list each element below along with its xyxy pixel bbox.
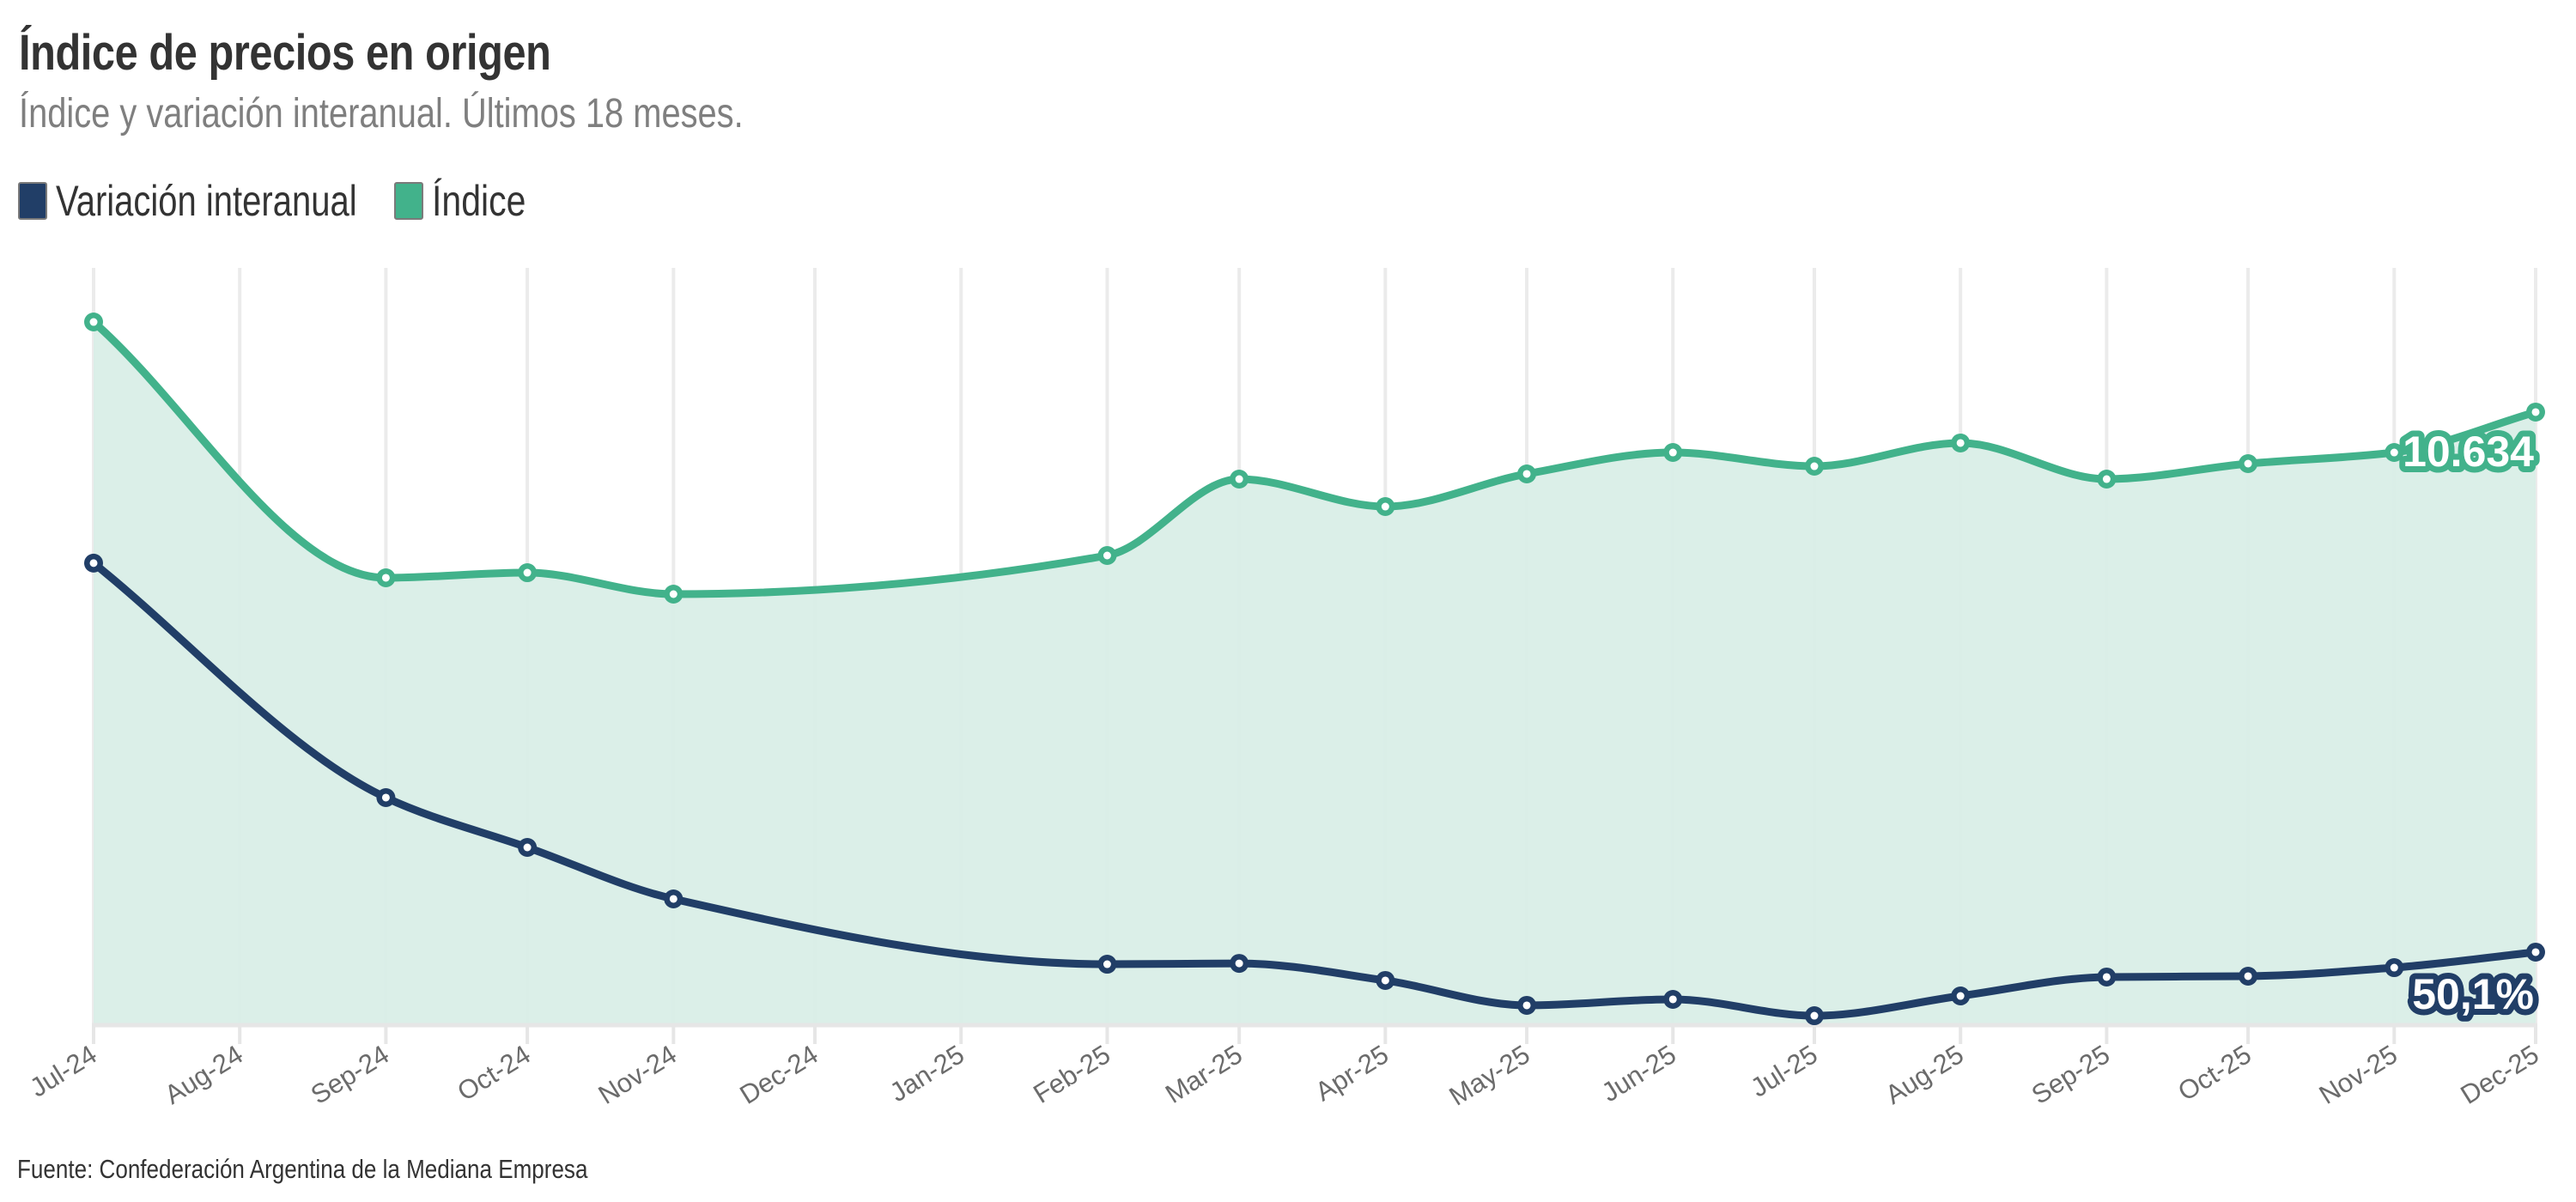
point-center: [1103, 960, 1111, 968]
point-center: [2102, 475, 2111, 483]
x-tick-label: Jun-25: [1596, 1039, 1681, 1108]
x-tick-label: May-25: [1444, 1039, 1535, 1111]
line-chart: 10.634 50,1% Jul-24 Aug-24 Sep-24 Oct-24 Nov-…: [25, 268, 2545, 1112]
x-tick-label: Sep-25: [2026, 1039, 2115, 1110]
legend-label-variacion: Variación interanual: [56, 177, 357, 225]
indice-end-label: 10.634: [2403, 428, 2534, 476]
point-center: [1668, 448, 1677, 457]
point-center: [1668, 995, 1677, 1004]
x-tick-label: Dec-24: [734, 1039, 823, 1110]
point-center: [2244, 972, 2252, 980]
x-tick-label: Jan-25: [884, 1039, 969, 1108]
point-center: [1522, 1001, 1531, 1010]
point-center: [1810, 1011, 1819, 1020]
point-center: [2390, 963, 2398, 972]
point-center: [1810, 462, 1819, 470]
point-center: [2531, 408, 2540, 416]
point-center: [89, 559, 98, 568]
point-center: [2102, 973, 2111, 981]
x-tick-label: Aug-25: [1880, 1039, 1969, 1110]
x-tick-labels: Jul-24 Aug-24 Sep-24 Oct-24 Nov-24 Dec-24 Jan-…: [25, 1039, 2544, 1111]
series-markers: [84, 313, 2545, 1026]
end-labels: 10.634 50,1%: [2397, 422, 2540, 1024]
point-center: [1235, 959, 1243, 968]
point-center: [669, 590, 677, 598]
point-center: [1235, 475, 1243, 483]
x-tick-label: Sep-24: [306, 1039, 394, 1110]
chart-subtitle: Índice y variación interanual. Últimos 1…: [19, 91, 744, 137]
legend-swatch-variacion: [18, 182, 47, 220]
source-note: Fuente: Confederación Argentina de la Me…: [17, 1154, 588, 1184]
point-center: [1522, 470, 1531, 478]
point-center: [1956, 439, 1965, 447]
x-tick-label: Nov-25: [2314, 1039, 2403, 1110]
point-center: [669, 895, 677, 903]
x-tick-label: Jul-25: [1746, 1039, 1823, 1102]
chart-title: Índice de precios en origen: [19, 25, 551, 81]
point-center: [1381, 502, 1389, 511]
legend-item-indice[interactable]: Índice: [394, 176, 526, 226]
point-center: [2244, 459, 2252, 468]
legend-label-indice: Índice: [432, 177, 526, 225]
x-tick-label: Aug-24: [160, 1039, 248, 1110]
x-tick-label: Nov-24: [593, 1039, 682, 1110]
point-center: [2390, 448, 2398, 457]
x-tick-label: Feb-25: [1028, 1039, 1115, 1109]
x-tick-label: Dec-25: [2455, 1039, 2543, 1110]
point-center: [1956, 992, 1965, 1000]
x-tick-label: Oct-24: [452, 1039, 535, 1107]
legend-item-variacion[interactable]: Variación interanual: [18, 176, 361, 226]
point-center: [523, 568, 532, 577]
legend: Variación interanual Índice: [18, 177, 556, 225]
point-center: [89, 318, 98, 326]
indice-area: [94, 322, 2536, 1023]
point-center: [523, 843, 532, 852]
point-center: [381, 574, 390, 582]
legend-swatch-indice: [394, 182, 424, 220]
x-tick-label: Mar-25: [1160, 1039, 1248, 1109]
point-center: [381, 793, 390, 802]
x-tick-label: Apr-25: [1310, 1039, 1394, 1107]
x-axis: [92, 1023, 2537, 1044]
point-center: [1103, 551, 1111, 560]
point-center: [1381, 976, 1389, 985]
indice-area-fill: [94, 322, 2536, 1023]
variacion-end-label: 50,1%: [2412, 970, 2534, 1018]
x-tick-label: Jul-24: [25, 1039, 102, 1102]
point-center: [2531, 948, 2540, 956]
x-tick-label: Oct-25: [2172, 1039, 2256, 1107]
